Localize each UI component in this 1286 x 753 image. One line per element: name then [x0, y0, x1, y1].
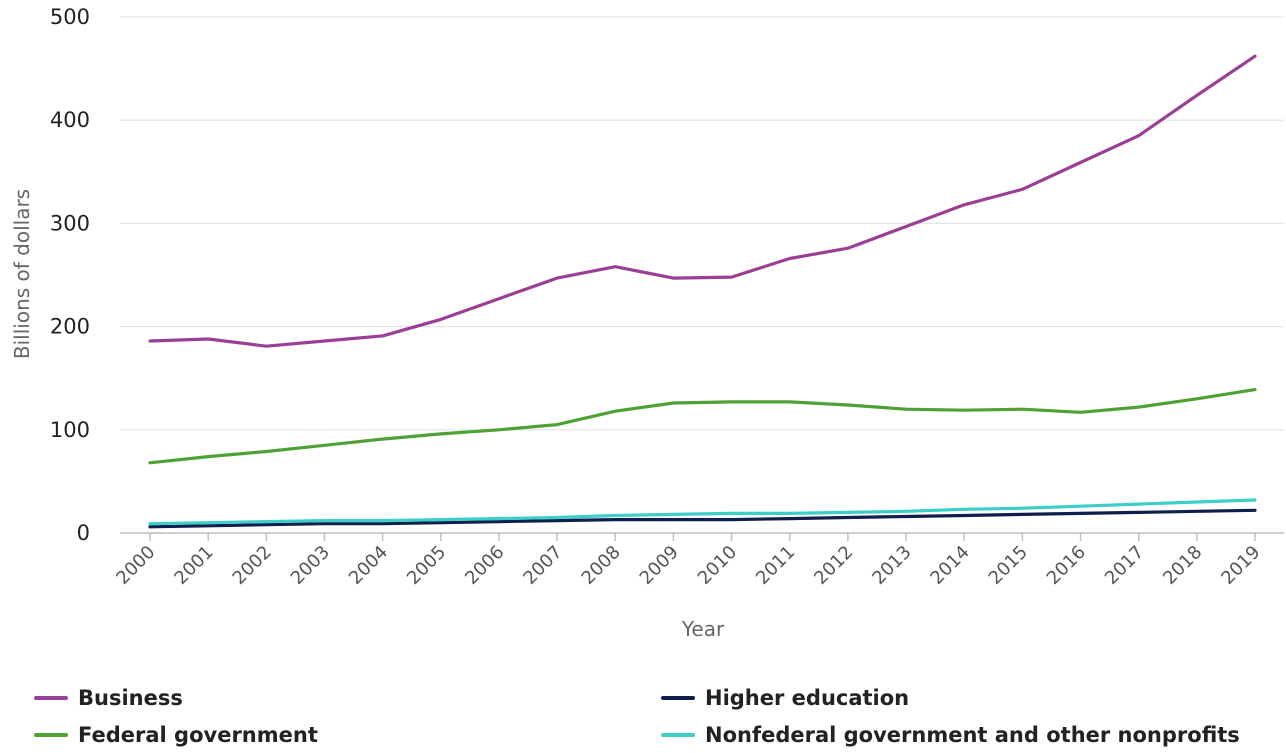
y-tick-label-500: 500	[50, 5, 90, 29]
legend-label-federal-government: Federal government	[78, 723, 318, 747]
x-tick-label-2005: 2005	[403, 542, 450, 589]
x-tick-label-2008: 2008	[578, 542, 625, 589]
x-tick-label-2003: 2003	[287, 542, 334, 589]
series-lines	[148, 54, 1257, 529]
x-tick-label-2001: 2001	[170, 542, 217, 589]
series-line-business	[148, 54, 1257, 348]
legend-label-business: Business	[78, 686, 183, 710]
legend-swatch-business	[34, 696, 68, 700]
x-tick-label-2017: 2017	[1101, 542, 1148, 589]
y-tick-label-0: 0	[77, 521, 90, 545]
y-tick-label-400: 400	[50, 108, 90, 132]
x-tick-label-2013: 2013	[868, 542, 915, 589]
x-tick-label-2014: 2014	[927, 542, 974, 589]
x-tick-label-2016: 2016	[1043, 542, 1090, 589]
legend-label-nonfederal: Nonfederal government and other nonprofi…	[705, 723, 1240, 747]
y-tick-label-200: 200	[50, 315, 90, 339]
legend-swatch-nonfederal	[661, 733, 695, 737]
x-tick-label-2012: 2012	[810, 542, 857, 589]
y-tick-label-300: 300	[50, 211, 90, 235]
y-tick-label-100: 100	[50, 418, 90, 442]
legend: Business Higher education Federal govern…	[0, 678, 1286, 752]
y-axis-ticks: 0 100 200 300 400 500	[50, 5, 90, 545]
legend-swatch-higher-education	[661, 696, 695, 700]
x-tick-label-2007: 2007	[519, 542, 566, 589]
series-line-nonfederal-government-and-other-nonprofits	[148, 498, 1257, 526]
legend-item-business: Business	[34, 680, 183, 716]
legend-label-higher-education: Higher education	[705, 686, 910, 710]
legend-swatch-federal-government	[34, 733, 68, 737]
legend-item-nonfederal: Nonfederal government and other nonprofi…	[661, 717, 1240, 753]
x-tick-label-2018: 2018	[1159, 542, 1206, 589]
y-axis-title: Billions of dollars	[10, 189, 34, 359]
x-tick-label-2015: 2015	[985, 542, 1032, 589]
series-line-higher-education	[148, 508, 1257, 529]
x-tick-label-2002: 2002	[229, 542, 276, 589]
x-tick-label-2006: 2006	[461, 542, 508, 589]
x-tick-label-2019: 2019	[1217, 542, 1264, 589]
gridlines	[120, 16, 1284, 431]
x-tick-label-2000: 2000	[112, 542, 159, 589]
x-axis: 2000 2001 2002 2003 2004 2005 2006 2007 2008 2009…	[112, 532, 1284, 589]
x-tick-label-2009: 2009	[636, 542, 683, 589]
legend-item-higher-education: Higher education	[661, 680, 909, 716]
x-tick-label-2010: 2010	[694, 542, 741, 589]
x-axis-title: Year	[681, 617, 725, 641]
legend-item-federal-government: Federal government	[34, 717, 318, 753]
x-tick-label-2011: 2011	[752, 542, 799, 589]
x-tick-label-2004: 2004	[345, 542, 392, 589]
series-line-federal-government	[148, 388, 1257, 465]
